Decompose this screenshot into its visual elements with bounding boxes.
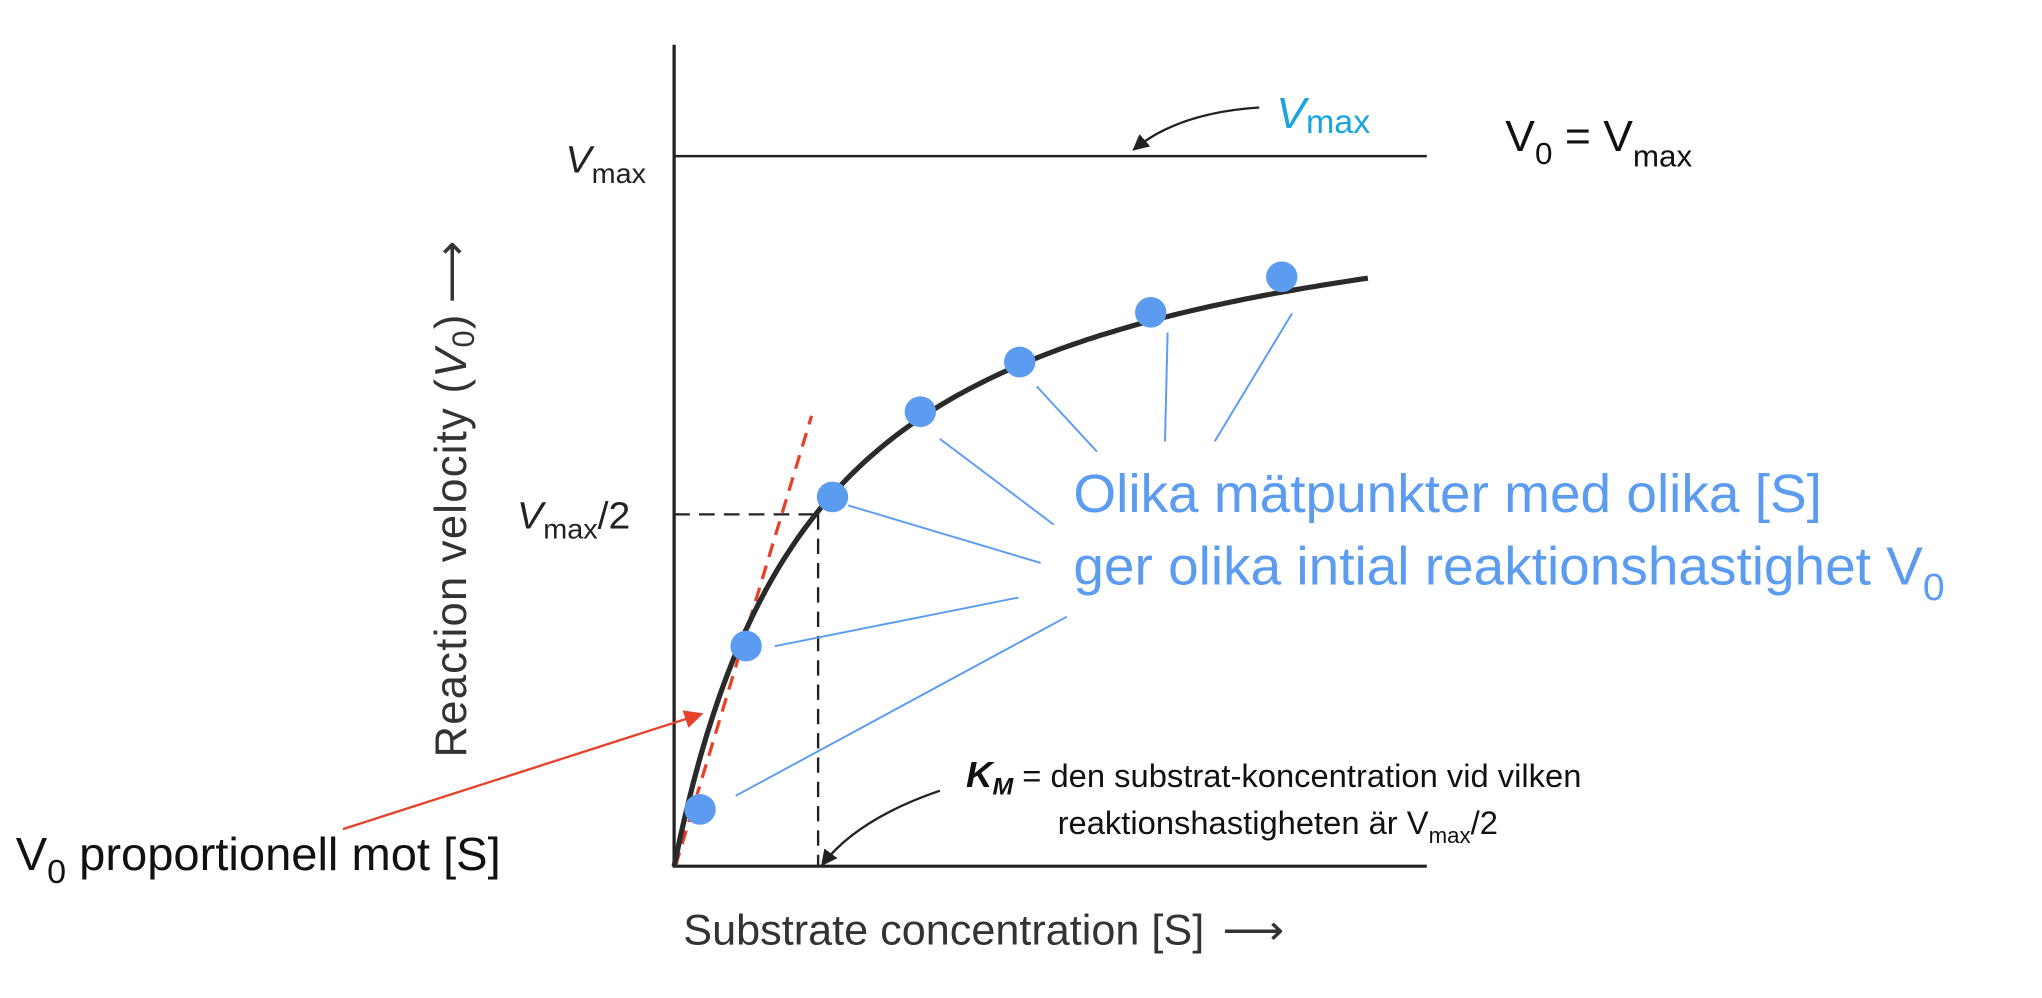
v0-sub: 0 xyxy=(1535,136,1552,171)
data-point xyxy=(1003,346,1036,378)
y-axis-arrow: ⟶ xyxy=(427,239,477,303)
vmax-annotation: Vmax xyxy=(1276,89,1370,141)
km-arrow xyxy=(821,789,941,867)
leader-line xyxy=(1213,312,1293,442)
v0-eq: = V xyxy=(1552,112,1633,160)
y-axis-label-text: Reaction velocity ( xyxy=(427,378,477,758)
km-line2-tail: /2 xyxy=(1471,806,1498,842)
v0-equals-vmax: V0 = Vmax xyxy=(1505,112,1692,173)
leader-line xyxy=(939,438,1055,526)
vmax-tick-label: Vmax xyxy=(565,139,646,190)
km-definition-line1: KM = den substrat-koncentration vid vilk… xyxy=(966,754,1581,800)
proportional-rest: proportionell mot [S] xyxy=(66,829,501,880)
km-definition-line2: reaktionshastigheten är Vmax/2 xyxy=(1058,806,1498,849)
leader-line xyxy=(774,596,1019,648)
leader-line xyxy=(1164,332,1169,442)
km-line1: = den substrat-koncentration vid vilken xyxy=(1013,758,1581,794)
data-points xyxy=(684,261,1298,825)
v0-v: V xyxy=(1505,112,1535,160)
vmax-tick-sub: max xyxy=(592,158,646,190)
data-point xyxy=(1135,296,1167,328)
data-point xyxy=(904,396,937,428)
proportional-label: V0 proportionell mot [S] xyxy=(16,829,501,891)
data-point xyxy=(684,794,716,825)
half-tick-sub: max xyxy=(543,514,597,546)
data-point xyxy=(1266,261,1298,293)
measurement-line2-text: ger olika intial reaktionshastighet V xyxy=(1073,536,1923,596)
half-tick-tail: /2 xyxy=(598,495,631,538)
leader-line xyxy=(735,615,1068,797)
y-axis-label-v: V xyxy=(427,345,477,378)
km-sub: M xyxy=(992,774,1013,801)
x-axis-arrow: ⟶ xyxy=(1223,907,1285,954)
measurement-text-line1: Olika mätpunkter med olika [S] xyxy=(1073,463,1822,523)
vmax-tick-v: V xyxy=(565,139,594,182)
data-point xyxy=(816,481,849,513)
y-axis-label: Reaction velocity (V0) ⟶ xyxy=(427,239,481,757)
leader-line xyxy=(1035,385,1098,453)
data-point xyxy=(730,630,762,662)
x-axis-label-text: Substrate concentration [S] xyxy=(683,907,1204,954)
measurement-line2-sub: 0 xyxy=(1923,566,1945,609)
x-axis-label: Substrate concentration [S] ⟶ xyxy=(683,907,1284,954)
half-vmax-tick-label: Vmax/2 xyxy=(517,495,630,546)
vmax-annotation-v: V xyxy=(1276,89,1309,137)
vmax-sub: max xyxy=(1633,139,1693,174)
leader-line xyxy=(847,504,1041,564)
vmax-arrow xyxy=(1132,106,1260,151)
measurement-text-line2: ger olika intial reaktionshastighet V0 xyxy=(1073,536,1944,609)
km-line2-sub: max xyxy=(1429,823,1471,848)
km-line2: reaktionshastigheten är V xyxy=(1058,806,1429,842)
leader-lines xyxy=(735,312,1293,797)
proportional-v: V xyxy=(16,829,47,880)
y-axis-label-close: ) xyxy=(427,313,477,329)
half-tick-v: V xyxy=(517,495,546,538)
vmax-annotation-sub: max xyxy=(1306,104,1370,141)
y-axis-label-sub: 0 xyxy=(446,329,481,347)
proportional-sub: 0 xyxy=(47,854,66,891)
proportional-arrow xyxy=(342,710,704,831)
km-k: K xyxy=(966,754,995,795)
